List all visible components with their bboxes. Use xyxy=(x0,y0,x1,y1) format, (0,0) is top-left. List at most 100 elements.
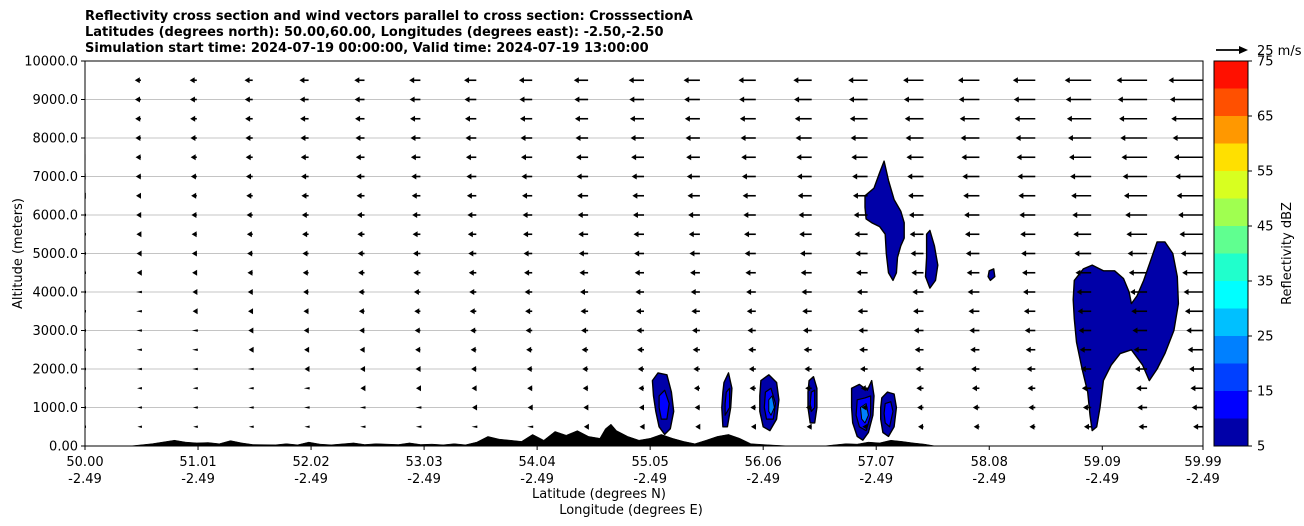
wind-vector-head xyxy=(798,212,804,218)
wind-vector-head xyxy=(632,212,638,218)
wind-vector-head xyxy=(135,173,141,180)
x-tick-label-lon: -2.49 xyxy=(294,472,328,487)
wind-vector-head xyxy=(957,77,963,84)
wind-vector-head xyxy=(1024,327,1030,334)
colorbar-segment xyxy=(1214,281,1248,309)
wind-vector-head xyxy=(635,289,641,295)
x-tick-label-lat: 57.07 xyxy=(858,455,895,470)
wind-vector-head xyxy=(192,269,198,276)
x-tick-label-lat: 59.09 xyxy=(1084,455,1121,470)
wind-vector-head xyxy=(357,250,363,257)
wind-vector-head xyxy=(693,385,699,392)
wind-vector-head xyxy=(1187,346,1193,353)
wind-vector-head xyxy=(635,308,641,315)
wind-vector-head xyxy=(415,366,421,372)
quiver-key-label: 25 m/s xyxy=(1257,44,1302,59)
wind-vector-head xyxy=(579,289,585,295)
wind-vector-head xyxy=(689,250,695,257)
wind-vector-head xyxy=(518,77,524,84)
wind-vector-head xyxy=(1065,96,1071,103)
wind-vector-head xyxy=(637,346,643,353)
wind-vector-head xyxy=(690,289,696,295)
wind-vector-head xyxy=(639,423,645,430)
wind-vector-head xyxy=(1079,346,1085,353)
wind-vector-head xyxy=(690,269,696,276)
colorbar-tick-label: 55 xyxy=(1257,165,1274,180)
y-tick-label: 8000.0 xyxy=(33,132,79,147)
wind-vector-head xyxy=(861,404,867,411)
wind-vector-head xyxy=(582,366,588,372)
wind-vector xyxy=(136,290,142,294)
wind-vector-head xyxy=(918,423,924,430)
colorbar-frame xyxy=(1213,60,1249,447)
colorbar-segment xyxy=(1214,363,1248,391)
wind-vector-head xyxy=(964,212,970,218)
reflectivity-contour xyxy=(864,160,905,282)
wind-vector-head xyxy=(636,327,642,334)
reflectivity-contour xyxy=(809,389,816,412)
wind-vector-head xyxy=(523,231,529,238)
wind-vector-head xyxy=(415,346,421,353)
wind-vector-head xyxy=(1019,212,1025,218)
wind-vector-head xyxy=(581,327,587,334)
y-axis-label: Altitude (meters) xyxy=(11,198,26,309)
wind-vector-head xyxy=(246,212,252,218)
wind-vector-head xyxy=(1064,77,1070,84)
wind-vector-head xyxy=(469,289,475,295)
wind-vector-head xyxy=(913,308,919,315)
wind-vector-head xyxy=(358,269,364,276)
wind-vector-head xyxy=(301,173,307,180)
wind-vector-head xyxy=(1134,366,1140,372)
wind-vector xyxy=(136,329,142,332)
wind-vector-head xyxy=(136,250,142,257)
wind-vector-head xyxy=(958,96,964,103)
wind-vector-head xyxy=(356,192,362,199)
wind-vector-head xyxy=(414,327,420,334)
wind-vector-head xyxy=(1183,289,1189,295)
wind-vector-head xyxy=(80,77,85,83)
wind-vector-head xyxy=(740,135,746,141)
wind-vector-head xyxy=(302,231,308,238)
wind-vector-head xyxy=(521,154,527,161)
x-tick-label-lat: 50.00 xyxy=(66,455,103,470)
wind-vector-head xyxy=(192,289,198,295)
wind-vector-head xyxy=(358,308,364,315)
colorbar-segment xyxy=(1214,418,1248,446)
wind-vector-head xyxy=(190,154,196,161)
wind-vector-head xyxy=(968,308,974,315)
wind-vector-head xyxy=(849,96,855,103)
wind-vector-head xyxy=(688,212,694,218)
wind-vector-head xyxy=(747,327,753,334)
wind-vector-head xyxy=(527,385,533,392)
wind-vector-head xyxy=(412,212,418,218)
wind-vector-head xyxy=(743,212,749,218)
wind-vector-head xyxy=(134,96,140,103)
y-tick-label: 10000.0 xyxy=(24,55,78,70)
wind-vector-head xyxy=(851,154,857,161)
reflectivity-contour xyxy=(883,401,894,428)
wind-vector-head xyxy=(524,289,530,295)
wind-vector-head xyxy=(1026,366,1032,372)
wind-vector xyxy=(137,425,142,429)
wind-vector-head xyxy=(800,269,806,276)
wind-vector-head xyxy=(1125,212,1131,218)
wind-vector-head xyxy=(739,96,745,103)
wind-vector-head xyxy=(745,269,751,276)
wind-vector-head xyxy=(691,308,697,315)
wind-vector-head xyxy=(638,385,644,392)
wind-vector-head xyxy=(413,269,419,276)
wind-vector-head xyxy=(906,154,912,161)
wind-vector-head xyxy=(741,154,747,161)
chart-title-line-3: Simulation start time: 2024-07-19 00:00:… xyxy=(85,41,649,56)
wind-vector-head xyxy=(472,404,478,411)
wind-vector-head xyxy=(1176,192,1182,199)
reflectivity-contour xyxy=(924,229,939,289)
wind-vector-head xyxy=(190,135,196,141)
wind-vector-head xyxy=(1075,269,1081,276)
wind-vector-head xyxy=(579,269,585,276)
wind-vector xyxy=(192,406,198,409)
wind-vector-head xyxy=(963,192,969,199)
wind-vector-head xyxy=(136,269,142,276)
wind-vector-head xyxy=(413,250,419,257)
